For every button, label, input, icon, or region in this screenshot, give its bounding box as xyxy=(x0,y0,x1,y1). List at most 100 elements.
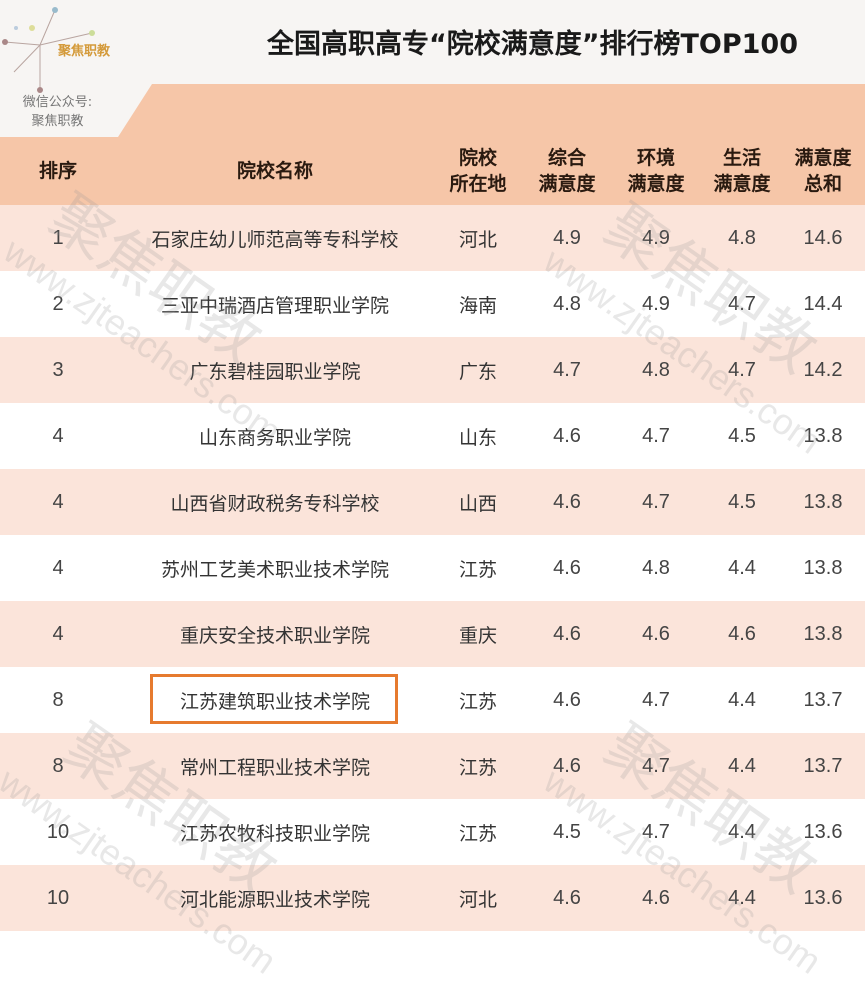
cell-total-satisfaction: 13.8 xyxy=(803,556,843,579)
cell-school-name: 河北能源职业技术学院 xyxy=(179,888,371,911)
cell-environment-satisfaction: 4.8 xyxy=(642,358,670,381)
cell-school-name: 三亚中瑞酒店管理职业学院 xyxy=(160,294,390,317)
cell-location: 江苏 xyxy=(458,558,498,581)
cell-life-satisfaction: 4.7 xyxy=(728,358,756,381)
cell-location: 海南 xyxy=(458,294,498,317)
cell-life-satisfaction: 4.4 xyxy=(728,688,756,711)
cell-total-satisfaction: 13.7 xyxy=(803,688,843,711)
table-row: 4 山西省财政税务专科学校 山西 4.6 4.7 4.5 13.8 xyxy=(0,469,865,535)
column-header-life-satisfaction: 生活 满意度 xyxy=(713,147,771,195)
cell-life-satisfaction: 4.8 xyxy=(728,226,756,249)
cell-rank: 4 xyxy=(52,556,64,579)
cell-overall-satisfaction: 4.6 xyxy=(553,886,581,909)
cell-school-name: 江苏农牧科技职业学院 xyxy=(179,822,371,845)
cell-rank: 8 xyxy=(52,754,64,777)
cell-total-satisfaction: 14.2 xyxy=(803,358,843,381)
logo-brand: 聚焦职教 xyxy=(58,44,111,59)
cell-overall-satisfaction: 4.6 xyxy=(553,424,581,447)
cell-life-satisfaction: 4.4 xyxy=(728,820,756,843)
cell-environment-satisfaction: 4.9 xyxy=(642,226,670,249)
cell-location: 广东 xyxy=(458,360,498,383)
cell-total-satisfaction: 14.6 xyxy=(803,226,843,249)
cell-environment-satisfaction: 4.8 xyxy=(642,556,670,579)
cell-overall-satisfaction: 4.6 xyxy=(553,556,581,579)
cell-overall-satisfaction: 4.8 xyxy=(553,292,581,315)
cell-school-name: 石家庄幼儿师范高等专科学校 xyxy=(151,228,399,251)
cell-total-satisfaction: 13.8 xyxy=(803,424,843,447)
header-band xyxy=(0,84,865,205)
cell-location: 江苏 xyxy=(458,756,498,779)
cell-total-satisfaction: 13.8 xyxy=(803,490,843,513)
wechat-label: 微信公众号: xyxy=(22,95,93,110)
cell-total-satisfaction: 13.6 xyxy=(803,886,843,909)
cell-school-name: 重庆安全技术职业学院 xyxy=(179,624,371,647)
column-header-overall-satisfaction: 综合 满意度 xyxy=(538,147,596,195)
cell-life-satisfaction: 4.4 xyxy=(728,886,756,909)
cell-environment-satisfaction: 4.7 xyxy=(642,490,670,513)
cell-environment-satisfaction: 4.7 xyxy=(642,754,670,777)
cell-environment-satisfaction: 4.9 xyxy=(642,292,670,315)
cell-environment-satisfaction: 4.6 xyxy=(642,886,670,909)
cell-overall-satisfaction: 4.9 xyxy=(553,226,581,249)
table-row: 4 苏州工艺美术职业技术学院 江苏 4.6 4.8 4.4 13.8 xyxy=(0,535,865,601)
cell-life-satisfaction: 4.6 xyxy=(728,622,756,645)
table-row: 4 山东商务职业学院 山东 4.6 4.7 4.5 13.8 xyxy=(0,403,865,469)
cell-life-satisfaction: 4.4 xyxy=(728,754,756,777)
cell-rank: 10 xyxy=(46,886,70,909)
column-header-rank: 排序 xyxy=(38,160,78,182)
wechat-name: 聚焦职教 xyxy=(31,114,84,129)
cell-total-satisfaction: 14.4 xyxy=(803,292,843,315)
cell-life-satisfaction: 4.4 xyxy=(728,556,756,579)
cell-rank: 3 xyxy=(52,358,64,381)
cell-school-name: 广东碧桂园职业学院 xyxy=(189,360,361,383)
cell-overall-satisfaction: 4.5 xyxy=(553,820,581,843)
cell-life-satisfaction: 4.5 xyxy=(728,424,756,447)
cell-location: 江苏 xyxy=(458,822,498,845)
table-row: 4 重庆安全技术职业学院 重庆 4.6 4.6 4.6 13.8 xyxy=(0,601,865,667)
cell-location: 山东 xyxy=(458,426,498,449)
cell-overall-satisfaction: 4.7 xyxy=(553,358,581,381)
logo-burst-icon xyxy=(2,7,95,93)
cell-life-satisfaction: 4.7 xyxy=(728,292,756,315)
cell-location: 重庆 xyxy=(458,624,498,647)
column-header-school-name: 院校名称 xyxy=(236,160,314,182)
table-row: 10 江苏农牧科技职业学院 江苏 4.5 4.7 4.4 13.6 xyxy=(0,799,865,865)
cell-school-name: 江苏建筑职业技术学院 xyxy=(179,690,371,713)
column-header-total-satisfaction: 满意度 总和 xyxy=(794,147,852,195)
column-header-environment-satisfaction: 环境 满意度 xyxy=(627,147,685,195)
cell-total-satisfaction: 13.7 xyxy=(803,754,843,777)
cell-environment-satisfaction: 4.7 xyxy=(642,688,670,711)
cell-total-satisfaction: 13.8 xyxy=(803,622,843,645)
cell-environment-satisfaction: 4.7 xyxy=(642,820,670,843)
cell-rank: 4 xyxy=(52,622,64,645)
table-row: 8 常州工程职业技术学院 江苏 4.6 4.7 4.4 13.7 xyxy=(0,733,865,799)
cell-overall-satisfaction: 4.6 xyxy=(553,490,581,513)
cell-school-name: 山西省财政税务专科学校 xyxy=(170,492,380,515)
table-row: 1 石家庄幼儿师范高等专科学校 河北 4.9 4.9 4.8 14.6 xyxy=(0,205,865,271)
cell-overall-satisfaction: 4.6 xyxy=(553,688,581,711)
table-header: 排序 院校名称 院校 所在地 综合 满意度 环境 满意度 生活 满意度 满意度 总和 xyxy=(0,137,865,205)
cell-location: 河北 xyxy=(458,888,498,911)
table-row: 8 江苏建筑职业技术学院 江苏 4.6 4.7 4.4 13.7 xyxy=(0,667,865,733)
cell-environment-satisfaction: 4.7 xyxy=(642,424,670,447)
cell-rank: 10 xyxy=(46,820,70,843)
cell-location: 山西 xyxy=(458,492,498,515)
cell-school-name: 山东商务职业学院 xyxy=(198,426,352,449)
table-row: 3 广东碧桂园职业学院 广东 4.7 4.8 4.7 14.2 xyxy=(0,337,865,403)
column-header-location: 院校 所在地 xyxy=(449,147,507,195)
cell-overall-satisfaction: 4.6 xyxy=(553,754,581,777)
cell-total-satisfaction: 13.6 xyxy=(803,820,843,843)
wechat-info: 微信公众号: 聚焦职教 xyxy=(10,93,105,131)
highlight-box xyxy=(150,674,398,724)
cell-life-satisfaction: 4.5 xyxy=(728,490,756,513)
logo: 聚焦职教 xyxy=(0,0,150,135)
cell-rank: 1 xyxy=(52,226,64,249)
cell-rank: 4 xyxy=(52,490,64,513)
cell-overall-satisfaction: 4.6 xyxy=(553,622,581,645)
cell-school-name: 苏州工艺美术职业技术学院 xyxy=(160,558,390,581)
cell-location: 江苏 xyxy=(458,690,498,713)
cell-rank: 2 xyxy=(52,292,64,315)
table-row: 10 河北能源职业技术学院 河北 4.6 4.6 4.4 13.6 xyxy=(0,865,865,931)
cell-rank: 4 xyxy=(52,424,64,447)
cell-environment-satisfaction: 4.6 xyxy=(642,622,670,645)
